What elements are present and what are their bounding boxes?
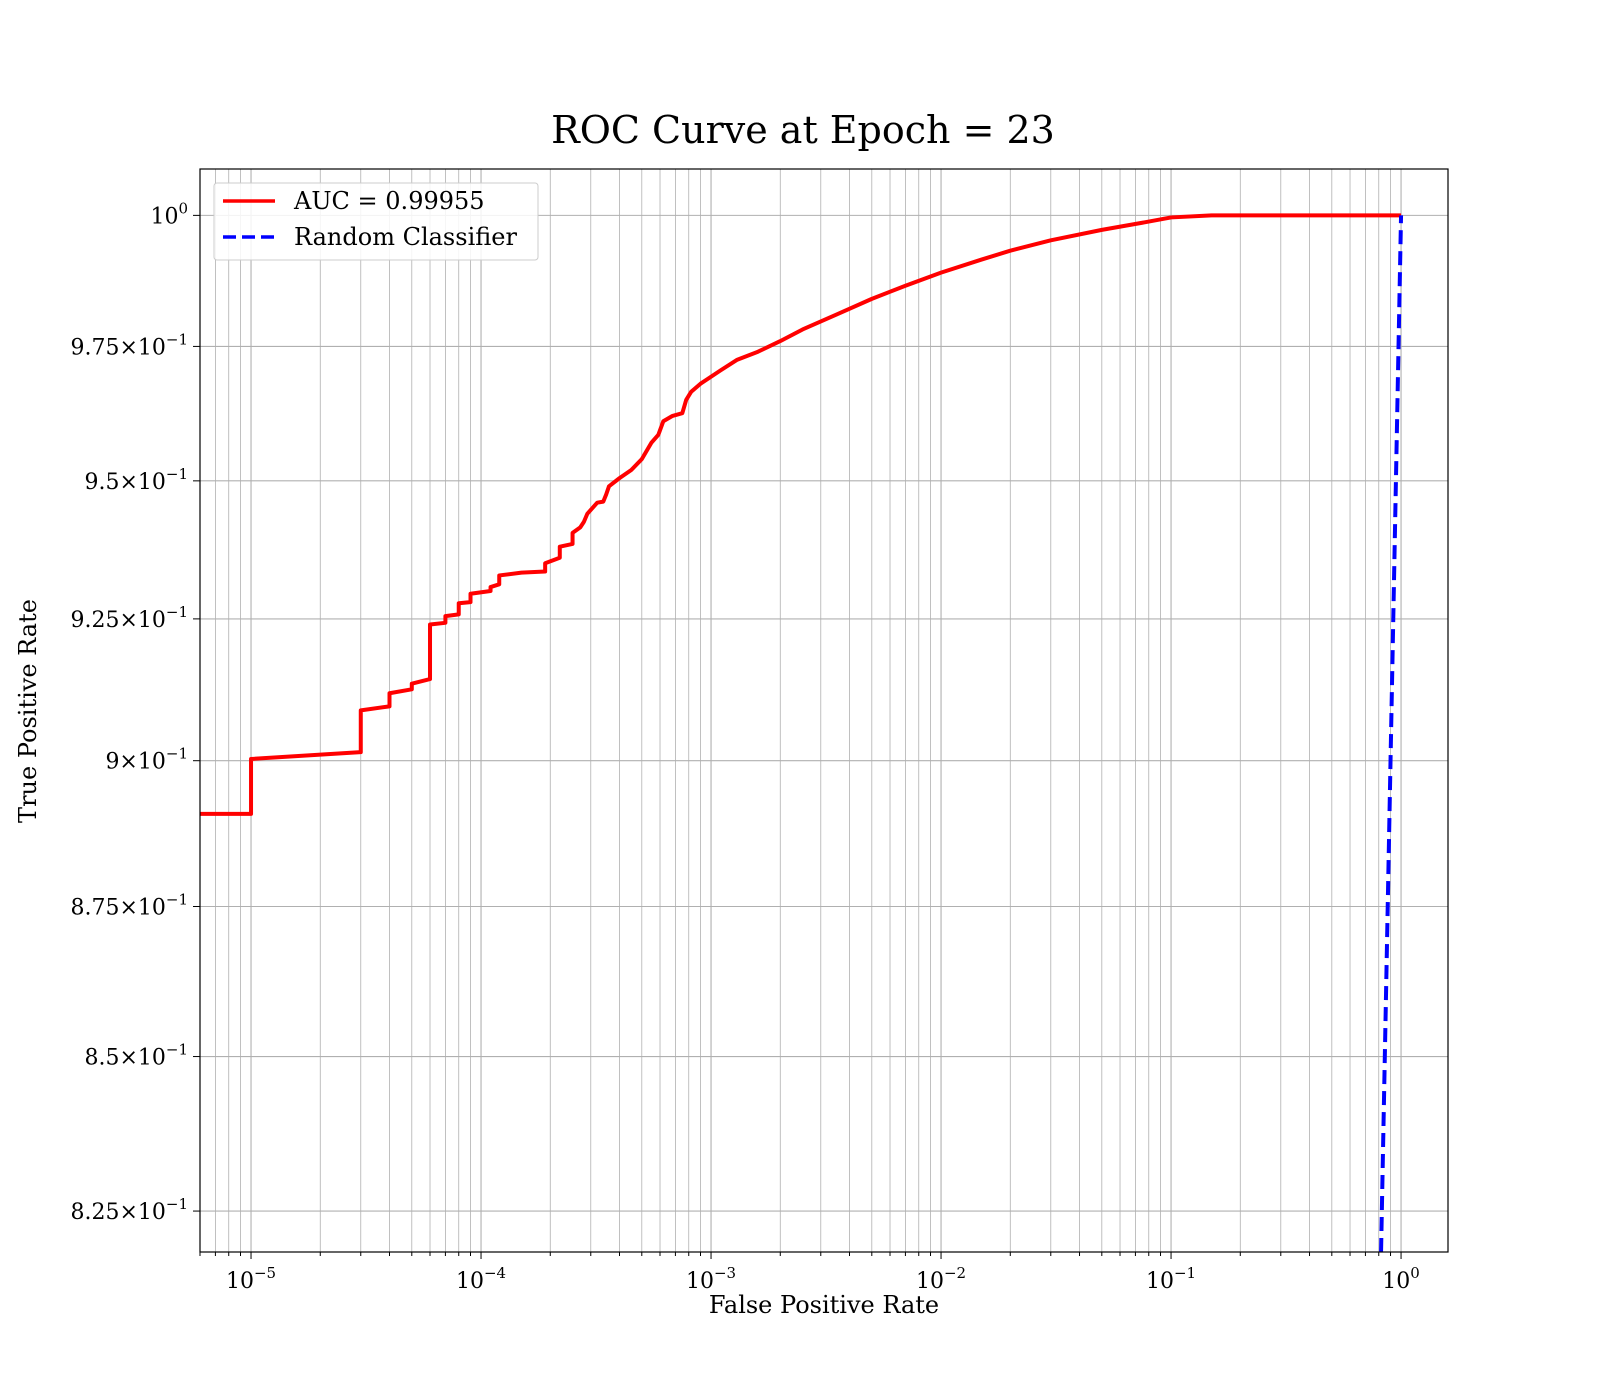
x-tick-label: 10−2: [916, 1264, 966, 1294]
grid-lines: [199, 169, 1448, 1252]
roc-curve-line: [200, 213, 1402, 816]
x-axis-label: False Positive Rate: [709, 1291, 939, 1319]
random-classifier-line: [1379, 215, 1404, 1252]
series-layer: [200, 213, 1404, 1252]
y-tick-label: 8.5×10−1: [84, 1041, 188, 1071]
y-axis-label: True Positive Rate: [14, 599, 42, 823]
legend-box: [213, 182, 539, 261]
plot-frame: [199, 168, 1449, 1253]
y-tick-label: 9.25×10−1: [70, 603, 188, 633]
x-tick-label: 100: [1382, 1264, 1420, 1294]
y-tick-label: 100: [150, 199, 188, 229]
legend-label-random-classifier: Random Classifier: [294, 223, 517, 251]
y-tick-label: 8.25×10−1: [70, 1195, 188, 1225]
y-tick-label: 9.75×10−1: [70, 330, 188, 360]
y-tick-label: 8.75×10−1: [70, 891, 188, 921]
axis-ticks: 100 9.75×10−1 9.5×10−1 9.25×10−1 9×10−1 8.75×…: [70, 199, 1419, 1294]
legend-label-auc: AUC = 0.99955: [293, 187, 485, 215]
x-tick-label: 10−4: [456, 1264, 506, 1294]
legend: AUC = 0.99955 Random Classifier: [213, 182, 539, 261]
x-tick-label: 10−5: [226, 1264, 276, 1294]
chart-title: ROC Curve at Epoch = 23: [551, 108, 1055, 152]
y-tick-label: 9×10−1: [105, 745, 188, 775]
x-tick-label: 10−3: [686, 1264, 736, 1294]
y-tick-label: 9.5×10−1: [84, 465, 188, 495]
x-tick-label: 10−1: [1146, 1264, 1196, 1294]
